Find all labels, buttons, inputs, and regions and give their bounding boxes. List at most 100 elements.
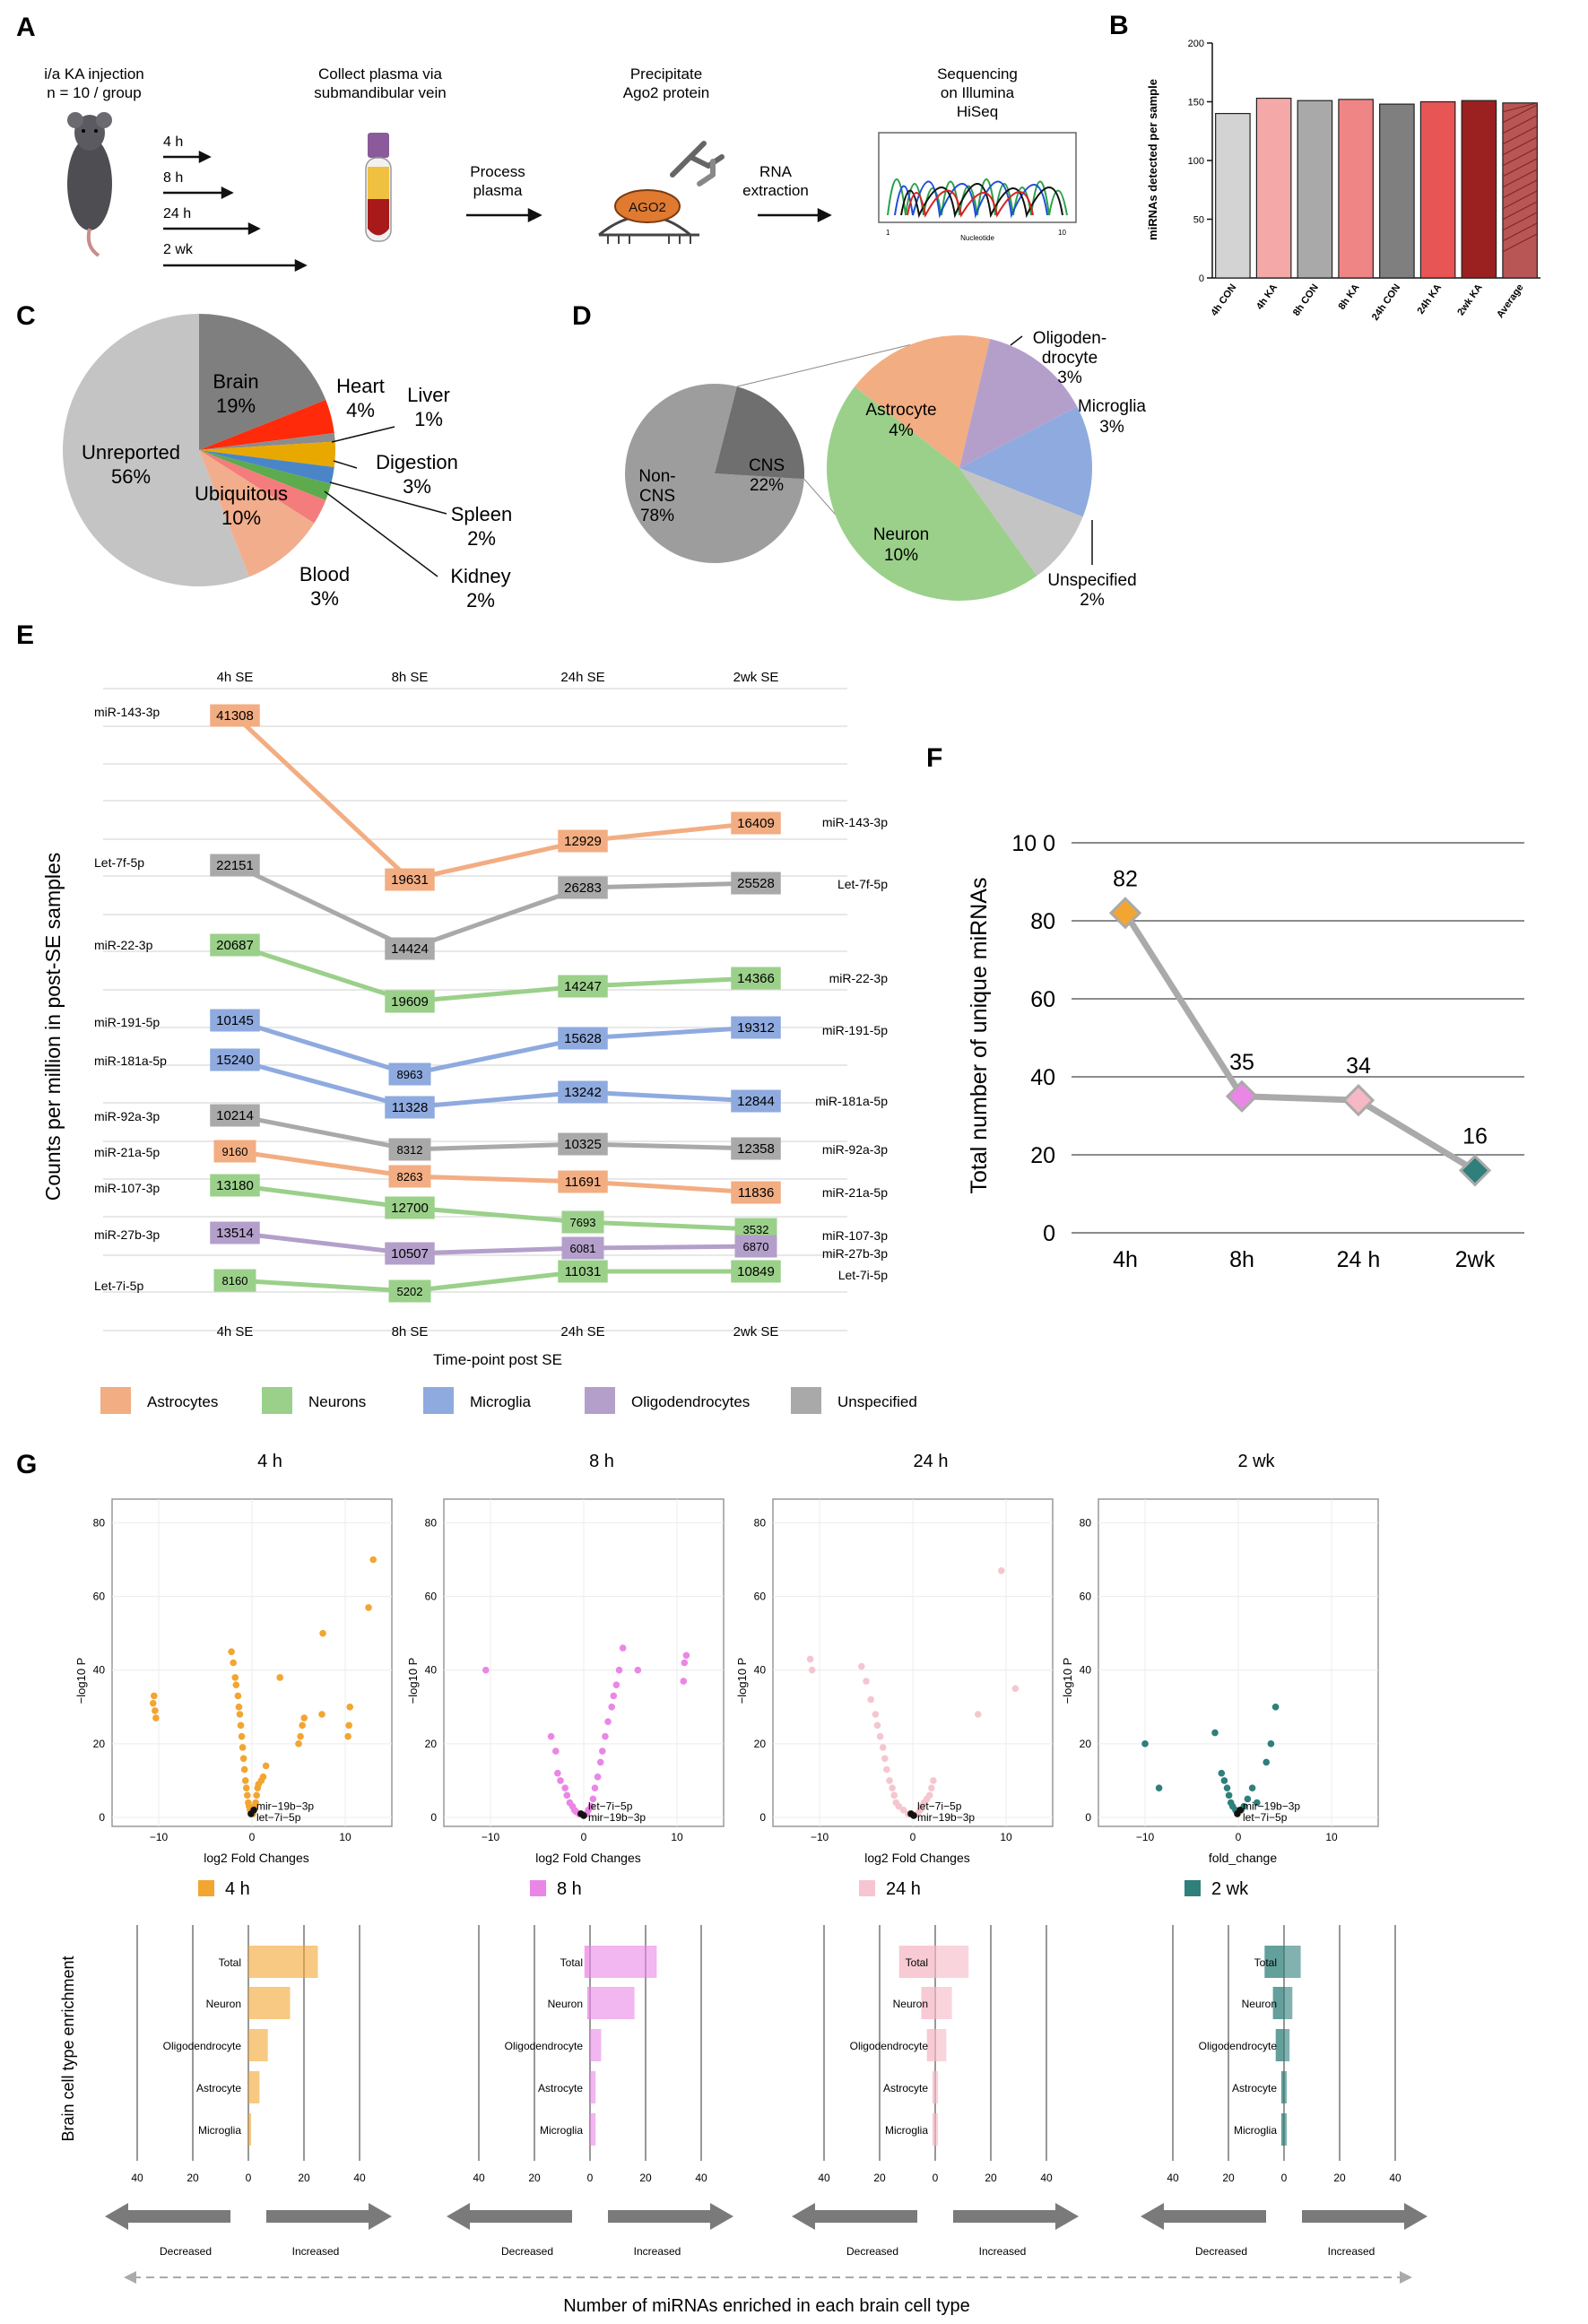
e-legend-swatch-astrocytes [100, 1387, 131, 1414]
g-volcano-ylabel: −log10 P [74, 1658, 88, 1704]
g-volcano-point [612, 1681, 620, 1688]
g-volcano-point [237, 1721, 245, 1730]
e-right-label-let-7i-5p: Let-7i-5p [838, 1268, 888, 1282]
g-decreased-label: Decreased [501, 2245, 553, 2258]
g-decreased-arrow-head [447, 2203, 470, 2230]
e-value-label: 12358 [737, 1141, 775, 1157]
e-value-label: 19312 [737, 1020, 775, 1036]
b-bar-hatch [1502, 190, 1538, 210]
g-volcano-point [231, 1674, 239, 1681]
e-value-label: 19631 [391, 872, 429, 888]
g-volcano-ylabel: −log10 P [1061, 1658, 1074, 1704]
g-volcano-point [594, 1773, 602, 1781]
b-xtick-label-4h-ka: 4h KA [1254, 282, 1280, 312]
e-right-label-let-7f-5p: Let-7f-5p [837, 877, 888, 891]
c-value-liver: 1% [414, 408, 443, 430]
e-value-label: 13242 [564, 1085, 602, 1100]
g-bar-xtick-label: 40 [818, 2172, 830, 2184]
g-legend-label-8-h: 8 h [557, 1879, 582, 1899]
panel-e-legend: Astrocytes Neurons Microglia Oligodendrocyt… [100, 1387, 917, 1414]
d-neuron-value: 10% [884, 546, 918, 565]
g-volcano-xlabel: log2 Fold Changes [204, 1851, 309, 1865]
g-bar-xtick-label: 0 [246, 2172, 252, 2184]
g-ytick-label: 80 [754, 1516, 767, 1529]
b-bar-2wk-ka [1461, 100, 1497, 279]
g-xtick-label: 10 [1000, 1831, 1012, 1843]
e-value-label: 10507 [391, 1246, 429, 1262]
g-volcano-point [557, 1777, 564, 1784]
e-value-label: 7693 [570, 1216, 596, 1229]
g-volcano-point [1263, 1758, 1270, 1766]
timepoint-2wk: 2 wk [163, 242, 194, 257]
d-neuron-label: Neuron [873, 525, 929, 544]
g-volcano-point [369, 1556, 377, 1564]
f-ytick-label: 10 0 [1011, 831, 1055, 856]
b-bar-hatch [1502, 102, 1538, 113]
f-marker-24-h [1341, 1083, 1375, 1117]
c-leader-lines [324, 426, 447, 577]
timepoint-arrows [163, 150, 308, 273]
e-value-label: 15628 [564, 1031, 602, 1046]
b-xtick-label-24h-ka: 24h KA [1416, 282, 1445, 317]
e-value-box [558, 1132, 608, 1156]
g-ytick-label: 80 [425, 1516, 438, 1529]
e-value-label: 13180 [216, 1178, 254, 1193]
g-bar-xtick-label: 0 [587, 2172, 594, 2184]
g-volcano-point [619, 1644, 627, 1652]
g-bar-decreased-neuron [1272, 1987, 1284, 2019]
g-bar-category-label-astrocyte: Astrocyte [1232, 2082, 1277, 2094]
g-volcano-xlabel: log2 Fold Changes [864, 1851, 970, 1865]
c-label-ubiquitous: Ubiquitous [195, 482, 288, 505]
e-value-label: 41308 [216, 708, 254, 724]
g-volcano-point [1244, 1795, 1252, 1803]
e-line-mir-21a-5p [234, 1149, 757, 1195]
ago2-protein-icon [598, 141, 725, 244]
g-bar-increased-microglia [590, 2113, 596, 2146]
e-value-box [210, 1174, 260, 1197]
g-bar-xtick-label: 20 [985, 2172, 997, 2184]
g-bar-increased-neuron [1284, 1987, 1293, 2019]
g-bar-category-label-neuron: Neuron [548, 1998, 583, 2010]
g-bar-decreased-microglia [932, 2113, 935, 2146]
g-bar-decreased-microglia [1280, 2113, 1284, 2146]
g-volcano-point [867, 1695, 874, 1704]
g-volcano-point [365, 1604, 372, 1611]
g-volcano-point [552, 1747, 560, 1755]
g-ytick-label: 0 [1085, 1811, 1091, 1824]
g-ytick-label: 20 [93, 1738, 106, 1750]
b-bar-hatch [1502, 212, 1538, 231]
e-bottom-xtick-2wk-se: 2wk SE [733, 1324, 779, 1340]
g-volcano-point [345, 1721, 352, 1730]
c-label-unreported: Unreported [82, 441, 180, 464]
g-bar-category-label-neuron: Neuron [1242, 1998, 1277, 2010]
g-xtick-label: 10 [671, 1831, 683, 1843]
e-value-label: 12700 [391, 1201, 429, 1216]
g-bar-increased-astrocyte [248, 2071, 260, 2103]
d-small-slice-non-cns [624, 384, 804, 563]
e-value-box [385, 937, 435, 960]
g-volcano-point [236, 1711, 244, 1718]
g-legend-label-4-h: 4 h [225, 1879, 250, 1899]
g-bar-xtick-label: 20 [1333, 2172, 1346, 2184]
e-left-label-mir-143-3p: miR-143-3p [94, 705, 160, 719]
e-line-let-7i-5p [234, 1269, 756, 1294]
d-small-slice-cns [715, 386, 804, 480]
e-right-label-mir-21a-5p: miR-21a-5p [822, 1185, 888, 1200]
e-value-box [558, 1260, 608, 1283]
g-decreased-label: Decreased [160, 2245, 212, 2258]
e-value-box [558, 1027, 608, 1050]
g-volcano-point [228, 1648, 235, 1655]
g-bar-category-label-oligodendrocyte: Oligodendrocyte [1199, 2040, 1278, 2052]
panel-b-ylabel: miRNAs detected per sample [1146, 79, 1159, 240]
g-volcano-point [890, 1791, 898, 1799]
f-ytick-label: 80 [1030, 909, 1055, 934]
e-legend-label-microglia: Microglia [470, 1393, 532, 1410]
e-value-label: 3532 [743, 1223, 769, 1236]
step2-line1: Collect plasma via [318, 65, 442, 82]
g-volcano-point [346, 1703, 354, 1711]
b-bar-hatch [1502, 201, 1538, 221]
g-volcano-point [975, 1711, 982, 1718]
f-xtick-label-4h: 4h [1113, 1247, 1138, 1272]
sequencing-trace-icon [878, 132, 1077, 223]
g-volcano-point [547, 1732, 555, 1740]
